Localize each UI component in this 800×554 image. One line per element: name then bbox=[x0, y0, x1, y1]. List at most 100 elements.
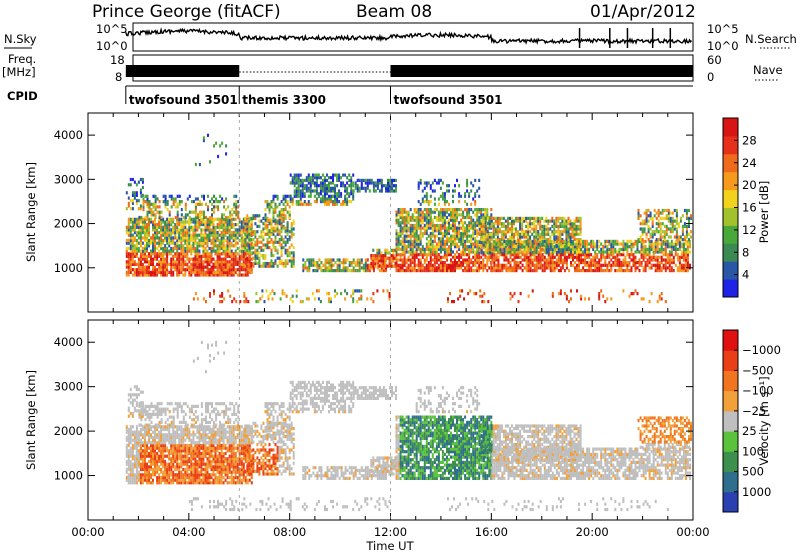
echo-cell bbox=[557, 263, 560, 267]
echo-cell bbox=[403, 210, 406, 214]
echo-cell bbox=[547, 247, 550, 251]
echo-cell bbox=[443, 226, 446, 230]
echo-cell bbox=[515, 247, 518, 251]
echo-cell bbox=[454, 213, 456, 217]
echo-cell bbox=[276, 256, 279, 260]
echo-cell bbox=[578, 255, 580, 259]
echo-cell bbox=[478, 215, 481, 220]
echo-cell bbox=[543, 235, 546, 239]
echo-cell bbox=[596, 269, 599, 273]
echo-cell bbox=[302, 266, 305, 270]
echo-cell bbox=[218, 268, 221, 272]
echo-cell bbox=[190, 200, 193, 204]
echo-cell bbox=[474, 242, 477, 246]
echo-cell bbox=[222, 241, 225, 245]
echo-cell bbox=[180, 268, 183, 272]
echo-cell bbox=[154, 249, 156, 253]
echo-cell bbox=[484, 255, 487, 259]
echo-cell bbox=[648, 255, 651, 259]
echo-cell bbox=[413, 218, 416, 222]
echo-cell bbox=[227, 289, 230, 293]
echo-cell bbox=[194, 270, 197, 274]
echo-cell bbox=[618, 242, 621, 246]
echo-cell bbox=[264, 200, 267, 204]
echo-cell bbox=[288, 246, 291, 250]
echo-cell bbox=[519, 245, 522, 249]
echo-cell bbox=[372, 181, 375, 185]
echo-cell bbox=[293, 189, 296, 193]
echo-cell bbox=[573, 232, 576, 236]
echo-cell bbox=[356, 178, 359, 182]
echo-cell bbox=[433, 239, 436, 243]
echo-cell bbox=[336, 266, 339, 270]
echo-cell bbox=[209, 200, 211, 204]
echo-cell bbox=[256, 224, 259, 228]
echo-cell bbox=[592, 242, 595, 246]
echo-cell bbox=[178, 217, 181, 221]
echo-cell bbox=[460, 261, 463, 265]
nsky-panel-frame bbox=[132, 22, 694, 52]
echo-cell bbox=[567, 230, 570, 234]
echo-cell bbox=[133, 273, 136, 277]
echo-cell bbox=[225, 215, 228, 220]
echo-cell bbox=[301, 189, 304, 193]
echo-cell bbox=[352, 192, 355, 196]
echo-cell bbox=[574, 242, 576, 246]
echo-cell bbox=[272, 210, 275, 214]
echo-cell bbox=[301, 194, 304, 198]
echo-cell bbox=[503, 258, 506, 262]
echo-cell bbox=[284, 205, 287, 209]
echo-cell bbox=[146, 225, 148, 229]
echo-cell bbox=[397, 213, 400, 217]
echo-cell bbox=[224, 228, 227, 232]
echo-cell bbox=[417, 208, 420, 212]
echo-cell bbox=[594, 250, 597, 254]
echo-cell bbox=[340, 181, 343, 185]
echo-cell bbox=[474, 269, 477, 273]
echo-cell bbox=[388, 251, 391, 255]
echo-cell bbox=[196, 249, 199, 253]
echo-cell bbox=[413, 239, 416, 243]
echo-cell bbox=[500, 230, 503, 234]
echo-cell bbox=[497, 247, 500, 251]
echo-cell bbox=[531, 263, 534, 267]
echo-cell bbox=[288, 251, 291, 255]
echo-cell bbox=[478, 186, 481, 190]
echo-cell bbox=[437, 253, 440, 257]
echo-cell bbox=[507, 250, 510, 254]
echo-cell bbox=[415, 253, 418, 257]
echo-cell bbox=[305, 202, 308, 206]
echo-cell bbox=[254, 232, 257, 236]
echo-cell bbox=[264, 213, 267, 217]
echo-cell bbox=[667, 214, 670, 218]
echo-cell bbox=[503, 253, 506, 257]
echo-cell bbox=[222, 231, 225, 235]
echo-cell bbox=[156, 270, 159, 274]
echo-cell bbox=[559, 255, 562, 259]
echo-cell bbox=[216, 233, 219, 237]
echo-cell bbox=[559, 239, 562, 243]
echo-cell bbox=[206, 236, 209, 240]
echo-cell bbox=[525, 235, 528, 239]
echo-cell bbox=[256, 254, 259, 258]
echo-cell bbox=[401, 242, 404, 246]
echo-cell bbox=[431, 218, 434, 222]
echo-cell bbox=[407, 255, 410, 259]
echo-cell bbox=[470, 215, 473, 220]
echo-cell bbox=[561, 238, 564, 242]
echo-cell bbox=[570, 245, 572, 249]
echo-cell bbox=[212, 238, 215, 243]
echo-cell bbox=[614, 239, 617, 243]
echo-cell bbox=[547, 261, 550, 265]
echo-cell bbox=[409, 218, 412, 222]
echo-cell bbox=[670, 245, 673, 249]
echo-cell bbox=[385, 269, 387, 273]
echo-cell bbox=[219, 294, 222, 298]
echo-cell bbox=[478, 240, 481, 244]
echo-cell bbox=[590, 253, 593, 257]
echo-cell bbox=[632, 253, 635, 257]
echo-cell bbox=[200, 260, 203, 264]
echo-cell bbox=[658, 266, 661, 270]
echo-cell bbox=[531, 250, 534, 254]
echo-cell bbox=[188, 246, 191, 251]
